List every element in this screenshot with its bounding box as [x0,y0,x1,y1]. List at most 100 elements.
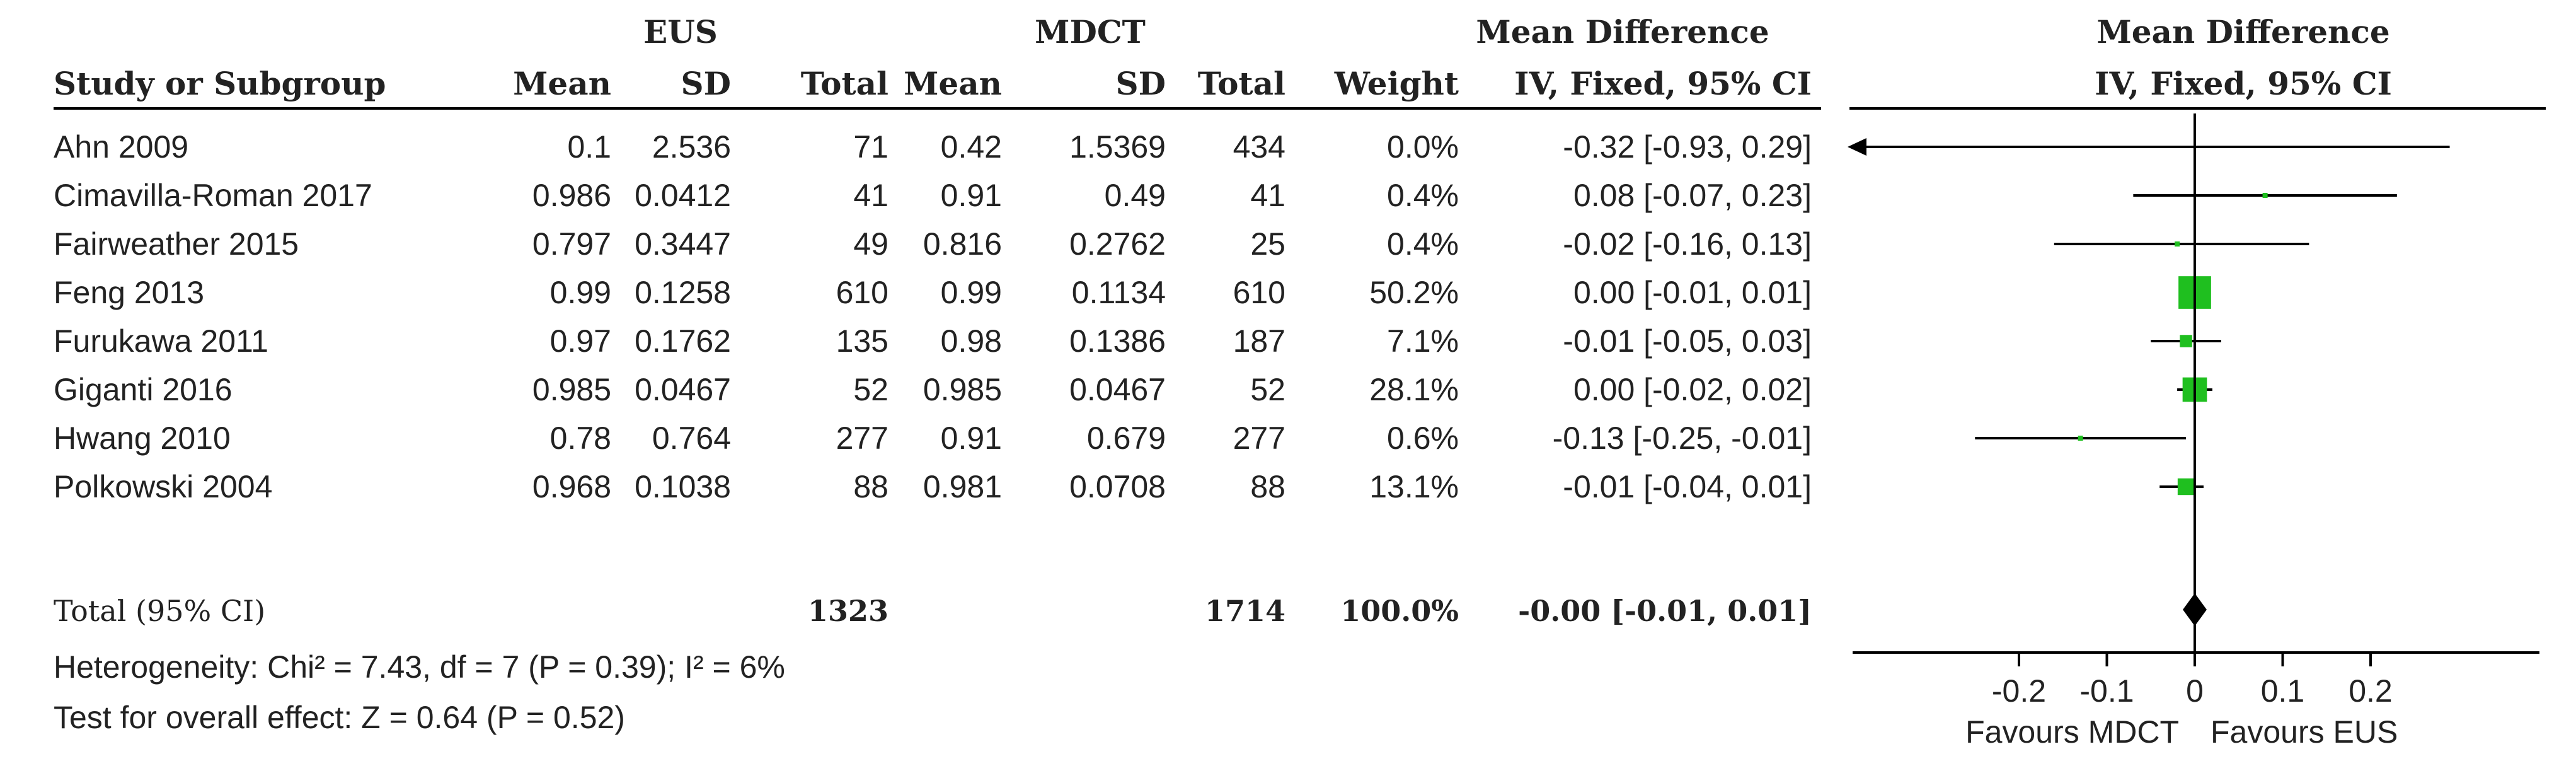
mdct-sd: 0.679 [1087,421,1166,456]
overall-effect-stat: Test for overall effect: Z = 0.64 (P = 0… [54,700,625,735]
eus-total: 135 [836,323,888,359]
total-mdct-n: 1714 [1205,594,1285,628]
mdct-total: 41 [1250,178,1285,213]
group-label-mdct: MDCT [1035,13,1146,50]
eus-total: 49 [853,226,888,262]
study-weight: 13.1% [1369,469,1459,504]
study-name: Fairweather 2015 [54,226,299,262]
eus-sd: 0.0467 [635,372,731,407]
mdct-mean: 0.91 [941,421,1002,456]
mdct-mean: 0.98 [941,323,1002,359]
mdct-sd: 0.1134 [1072,275,1166,310]
mdct-sd-header: SD [1116,65,1166,102]
study-ci: 0.00 [-0.01, 0.01] [1573,275,1812,310]
eus-mean: 0.78 [550,421,611,456]
eus-sd: 0.0412 [635,178,731,213]
study-name: Cimavilla-Roman 2017 [54,178,372,213]
study-name: Hwang 2010 [54,421,231,456]
mdct-total: 277 [1233,421,1285,456]
mdct-total: 25 [1250,226,1285,262]
study-ci: 0.00 [-0.02, 0.02] [1573,372,1812,407]
study-weight: 0.6% [1387,421,1459,456]
footnotes: Heterogeneity: Chi² = 7.43, df = 7 (P = … [54,649,785,735]
study-name: Ahn 2009 [54,129,188,165]
eus-sd: 0.1258 [635,275,731,310]
study-ci: -0.13 [-0.25, -0.01] [1553,421,1812,456]
eus-total-header: Total [801,65,888,102]
study-weight: 50.2% [1369,275,1459,310]
eus-sd: 0.764 [652,421,731,456]
table-row: Giganti 2016 0.985 0.0467 52 0.985 0.0467 52 28… [54,372,1812,407]
mdct-total: 187 [1233,323,1285,359]
total-eus-n: 1323 [808,594,888,628]
eus-mean: 0.97 [550,323,611,359]
table-row: Hwang 2010 0.78 0.764 277 0.91 0.679 277 0.6% -0… [54,421,1812,456]
study-ci: -0.01 [-0.04, 0.01] [1563,469,1812,504]
effect-marker [2177,478,2195,496]
mdct-total: 610 [1233,275,1285,310]
study-name: Furukawa 2011 [54,323,268,359]
mdct-sd: 1.5369 [1069,129,1166,165]
plot-title: Mean Difference [2096,13,2389,50]
x-tick-label: -0.1 [2079,673,2134,709]
study-weight: 7.1% [1387,323,1459,359]
eus-sd: 0.1038 [635,469,731,504]
total-weight: 100.0% [1340,594,1459,628]
table-row: Polkowski 2004 0.968 0.1038 88 0.981 0.0708 88… [54,469,1812,504]
study-name: Giganti 2016 [54,372,233,407]
mdct-total: 88 [1250,469,1285,504]
weight-header: Weight [1334,65,1459,102]
mdct-total-header: Total [1198,65,1285,102]
eus-sd-header: SD [681,65,731,102]
study-name: Feng 2013 [54,275,204,310]
study-ci: -0.32 [-0.93, 0.29] [1563,129,1812,165]
eus-sd: 0.3447 [635,226,731,262]
table-row: Cimavilla-Roman 2017 0.986 0.0412 41 0.91 0.4… [54,178,1812,213]
eus-mean: 0.985 [532,372,611,407]
mdct-mean: 0.99 [941,275,1002,310]
table-row: Feng 2013 0.99 0.1258 610 0.99 0.1134 610 50.2%… [54,275,1812,310]
eus-mean: 0.1 [567,129,611,165]
effect-marker [2175,241,2180,247]
mdct-sd: 0.49 [1105,178,1166,213]
mdct-mean-header: Mean [904,65,1002,102]
x-axis: -0.2 -0.1 0 0.1 0.2 Favours MDCT Favours EUS [1853,651,2539,750]
study-name: Polkowski 2004 [54,469,272,504]
mdct-sd: 0.2762 [1069,226,1166,262]
eus-total: 88 [853,469,888,504]
x-tick-label: 0.2 [2349,673,2393,709]
study-weight: 0.4% [1387,178,1459,213]
study-ci: -0.02 [-0.16, 0.13] [1563,226,1812,262]
plot-method-header: IV, Fixed, 95% CI [2095,65,2392,102]
mdct-sd: 0.1386 [1069,323,1166,359]
study-weight: 0.0% [1387,129,1459,165]
study-column-header: Study or Subgroup [54,65,386,102]
total-ci: -0.00 [-0.01, 0.01] [1518,594,1812,628]
effect-method-header: IV, Fixed, 95% CI [1514,65,1812,102]
eus-total: 610 [836,275,888,310]
x-tick-label: -0.2 [1992,673,2046,709]
x-tick-label: 0.1 [2261,673,2305,709]
study-weight: 28.1% [1369,372,1459,407]
eus-mean: 0.968 [532,469,611,504]
total-row: Total (95% CI) 1323 1714 100.0% -0.00 [-… [54,594,1812,628]
effect-title: Mean Difference [1476,13,1769,50]
table-row: Fairweather 2015 0.797 0.3447 49 0.816 0.2762… [54,226,1812,262]
table-row: Ahn 2009 0.1 2.536 71 0.42 1.5369 434 0.0% -0.32… [54,129,1812,165]
mdct-sd: 0.0708 [1069,469,1166,504]
mdct-mean: 0.42 [941,129,1002,165]
ci-arrow-left [1848,138,1866,156]
study-weight: 0.4% [1387,226,1459,262]
effect-marker [2262,193,2268,198]
favours-right-label: Favours EUS [2211,714,2398,750]
study-ci: 0.08 [-0.07, 0.23] [1573,178,1812,213]
eus-mean: 0.797 [532,226,611,262]
x-tick-label: 0 [2186,673,2204,709]
eus-total: 41 [853,178,888,213]
eus-mean: 0.99 [550,275,611,310]
plot-area [1848,113,2450,653]
table-row: Furukawa 2011 0.97 0.1762 135 0.98 0.1386 187 7… [54,323,1812,359]
eus-total: 277 [836,421,888,456]
total-label: Total (95% CI) [54,594,265,628]
